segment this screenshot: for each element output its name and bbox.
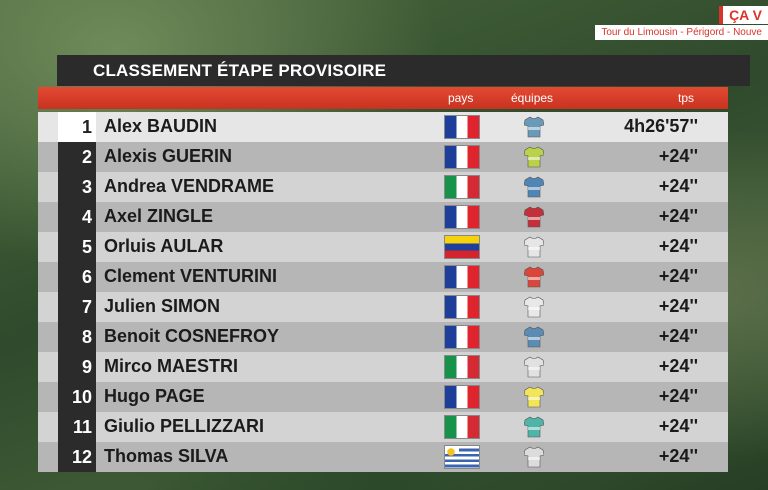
table-row: 11 Giulio PELLIZZARI +24'' bbox=[38, 412, 728, 442]
rider-time: +24'' bbox=[658, 296, 698, 316]
rider-name: Hugo PAGE bbox=[104, 386, 205, 406]
rider-rank: 9 bbox=[58, 352, 96, 382]
header-tps: tps bbox=[678, 91, 695, 105]
rider-time: +24'' bbox=[658, 326, 698, 346]
team-jersey-icon bbox=[524, 176, 544, 198]
table-row: 6 Clement VENTURINI +24'' bbox=[38, 262, 728, 292]
team-jersey-icon bbox=[524, 326, 544, 348]
rider-time: +24'' bbox=[658, 416, 698, 436]
rider-rank: 12 bbox=[58, 442, 96, 472]
country-flag-icon bbox=[444, 115, 480, 139]
rider-name: Giulio PELLIZZARI bbox=[104, 416, 264, 436]
team-jersey-icon bbox=[524, 206, 544, 228]
team-jersey-icon bbox=[524, 116, 544, 138]
column-header-bar: pays équipes tps bbox=[38, 87, 728, 109]
team-jersey-icon bbox=[524, 416, 544, 438]
rider-time: 4h26'57'' bbox=[624, 116, 698, 136]
table-row: 9 Mirco MAESTRI +24'' bbox=[38, 352, 728, 382]
rider-rank: 4 bbox=[58, 202, 96, 232]
rider-rank: 2 bbox=[58, 142, 96, 172]
country-flag-icon bbox=[444, 295, 480, 319]
rider-name: Alexis GUERIN bbox=[104, 146, 233, 166]
country-flag-icon bbox=[444, 355, 480, 379]
race-name: Tour du Limousin - Périgord - Nouve bbox=[595, 25, 768, 40]
header-equipes: équipes bbox=[511, 91, 554, 105]
standings-table: 1 Alex BAUDIN 4h26'57'' 2 Alexis GUERIN +24''… bbox=[38, 112, 728, 472]
broadcaster-tag: ÇA V Tour du Limousin - Périgord - Nouve bbox=[595, 0, 768, 44]
team-jersey-icon bbox=[524, 236, 544, 258]
team-jersey-icon bbox=[524, 146, 544, 168]
table-row: 12 Thomas SILVA +24'' bbox=[38, 442, 728, 472]
rider-rank: 5 bbox=[58, 232, 96, 262]
rider-name: Orluis AULAR bbox=[104, 236, 224, 256]
country-flag-icon bbox=[444, 235, 480, 259]
rider-rank: 3 bbox=[58, 172, 96, 202]
country-flag-icon bbox=[444, 205, 480, 229]
country-flag-icon bbox=[444, 325, 480, 349]
rider-name: Clement VENTURINI bbox=[104, 266, 278, 286]
table-row: 7 Julien SIMON +24'' bbox=[38, 292, 728, 322]
country-flag-icon bbox=[444, 385, 480, 409]
rider-rank: 1 bbox=[58, 112, 96, 142]
rider-rank: 6 bbox=[58, 262, 96, 292]
rider-time: +24'' bbox=[658, 176, 698, 196]
country-flag-icon bbox=[444, 445, 480, 469]
team-jersey-icon bbox=[524, 296, 544, 318]
table-row: 4 Axel ZINGLE +24'' bbox=[38, 202, 728, 232]
team-jersey-icon bbox=[524, 266, 544, 288]
rider-time: +24'' bbox=[658, 386, 698, 406]
standings-title-bar: CLASSEMENT ÉTAPE PROVISOIRE bbox=[57, 55, 750, 86]
rider-name: Mirco MAESTRI bbox=[104, 356, 239, 376]
rider-rank: 7 bbox=[58, 292, 96, 322]
rider-time: +24'' bbox=[658, 356, 698, 376]
rider-name: Alex BAUDIN bbox=[104, 116, 218, 136]
rider-time: +24'' bbox=[658, 236, 698, 256]
rider-name: Benoit COSNEFROY bbox=[104, 326, 280, 346]
rider-name: Julien SIMON bbox=[104, 296, 221, 316]
table-row: 10 Hugo PAGE +24'' bbox=[38, 382, 728, 412]
country-flag-icon bbox=[444, 415, 480, 439]
header-pays: pays bbox=[448, 91, 474, 105]
table-row: 2 Alexis GUERIN +24'' bbox=[38, 142, 728, 172]
rider-time: +24'' bbox=[658, 146, 698, 166]
rider-name: Axel ZINGLE bbox=[104, 206, 214, 226]
broadcaster-logo: ÇA V bbox=[719, 6, 768, 24]
team-jersey-icon bbox=[524, 356, 544, 378]
table-row: 1 Alex BAUDIN 4h26'57'' bbox=[38, 112, 728, 142]
rider-time: +24'' bbox=[658, 206, 698, 226]
rider-time: +24'' bbox=[658, 446, 698, 466]
country-flag-icon bbox=[444, 145, 480, 169]
country-flag-icon bbox=[444, 175, 480, 199]
rider-rank: 11 bbox=[58, 412, 96, 442]
rider-rank: 10 bbox=[58, 382, 96, 412]
rider-name: Andrea VENDRAME bbox=[104, 176, 275, 196]
table-row: 5 Orluis AULAR +24'' bbox=[38, 232, 728, 262]
standings-title: CLASSEMENT ÉTAPE PROVISOIRE bbox=[93, 60, 387, 80]
rider-rank: 8 bbox=[58, 322, 96, 352]
rider-name: Thomas SILVA bbox=[104, 446, 229, 466]
table-row: 3 Andrea VENDRAME +24'' bbox=[38, 172, 728, 202]
team-jersey-icon bbox=[524, 386, 544, 408]
team-jersey-icon bbox=[524, 446, 544, 468]
rider-time: +24'' bbox=[658, 266, 698, 286]
table-row: 8 Benoit COSNEFROY +24'' bbox=[38, 322, 728, 352]
country-flag-icon bbox=[444, 265, 480, 289]
